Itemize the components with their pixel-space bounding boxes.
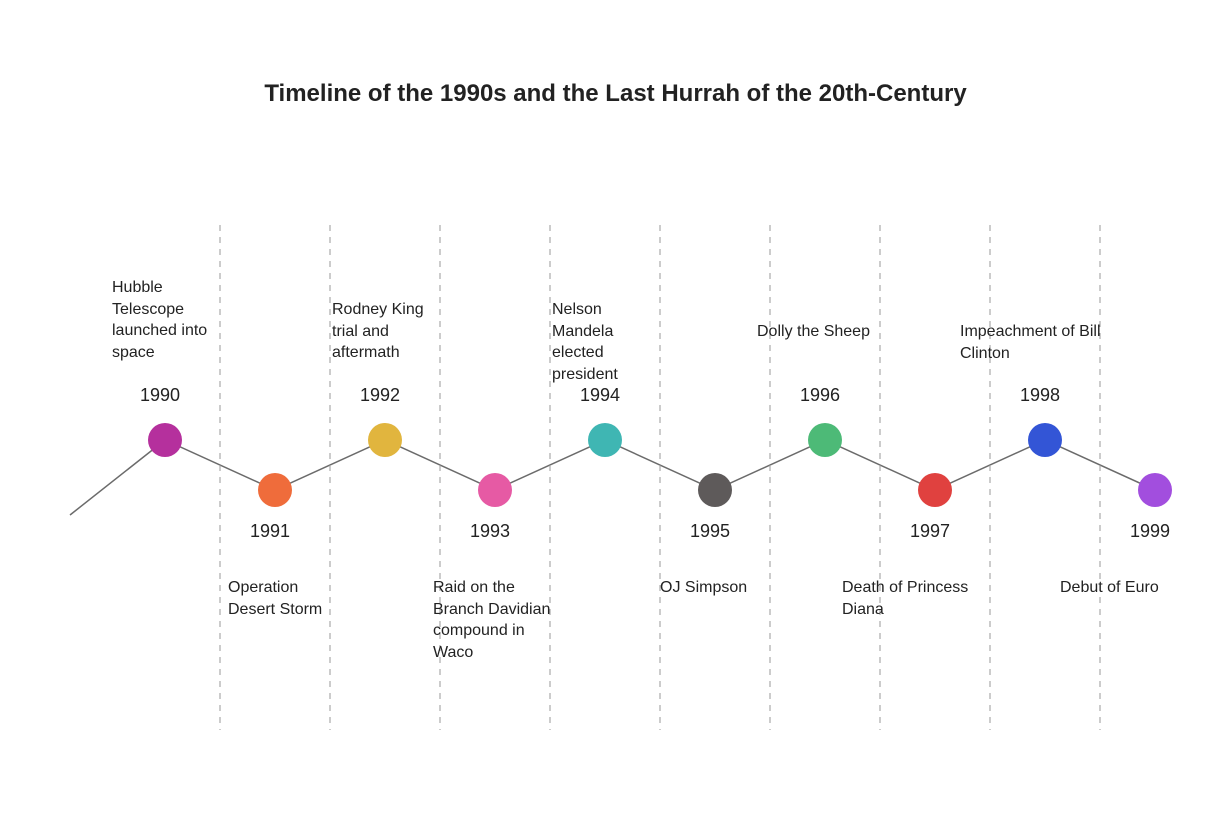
timeline-event-label: Raid on the Branch Davidian compound in … [433, 577, 553, 663]
timeline-event-label: Debut of Euro [1060, 577, 1200, 599]
timeline-svg [0, 0, 1231, 838]
timeline-node [258, 473, 292, 507]
timeline-event-label: Operation Desert Storm [228, 577, 328, 620]
timeline-year: 1990 [140, 385, 180, 406]
timeline-event-label: OJ Simpson [660, 577, 750, 599]
timeline-node [1028, 423, 1062, 457]
timeline-event-label: Dolly the Sheep [757, 321, 877, 343]
timeline-year: 1994 [580, 385, 620, 406]
timeline-year: 1995 [690, 521, 730, 542]
timeline-event-label: Impeachment of Bill Clinton [960, 321, 1120, 364]
timeline-node [478, 473, 512, 507]
timeline-event-label: Hubble Telescope launched into space [112, 277, 212, 363]
timeline-node [918, 473, 952, 507]
timeline-node [808, 423, 842, 457]
timeline-event-label: Rodney King trial and aftermath [332, 299, 442, 364]
timeline-node [698, 473, 732, 507]
timeline-event-label: Death of Princess Diana [842, 577, 982, 620]
timeline-node [588, 423, 622, 457]
timeline-node [368, 423, 402, 457]
timeline-year: 1998 [1020, 385, 1060, 406]
timeline-year: 1991 [250, 521, 290, 542]
timeline-year: 1996 [800, 385, 840, 406]
timeline-event-label: Nelson Mandela elected president [552, 299, 652, 385]
timeline-year: 1997 [910, 521, 950, 542]
timeline-node [148, 423, 182, 457]
timeline-year: 1993 [470, 521, 510, 542]
timeline-year: 1999 [1130, 521, 1170, 542]
timeline-node [1138, 473, 1172, 507]
timeline-year: 1992 [360, 385, 400, 406]
